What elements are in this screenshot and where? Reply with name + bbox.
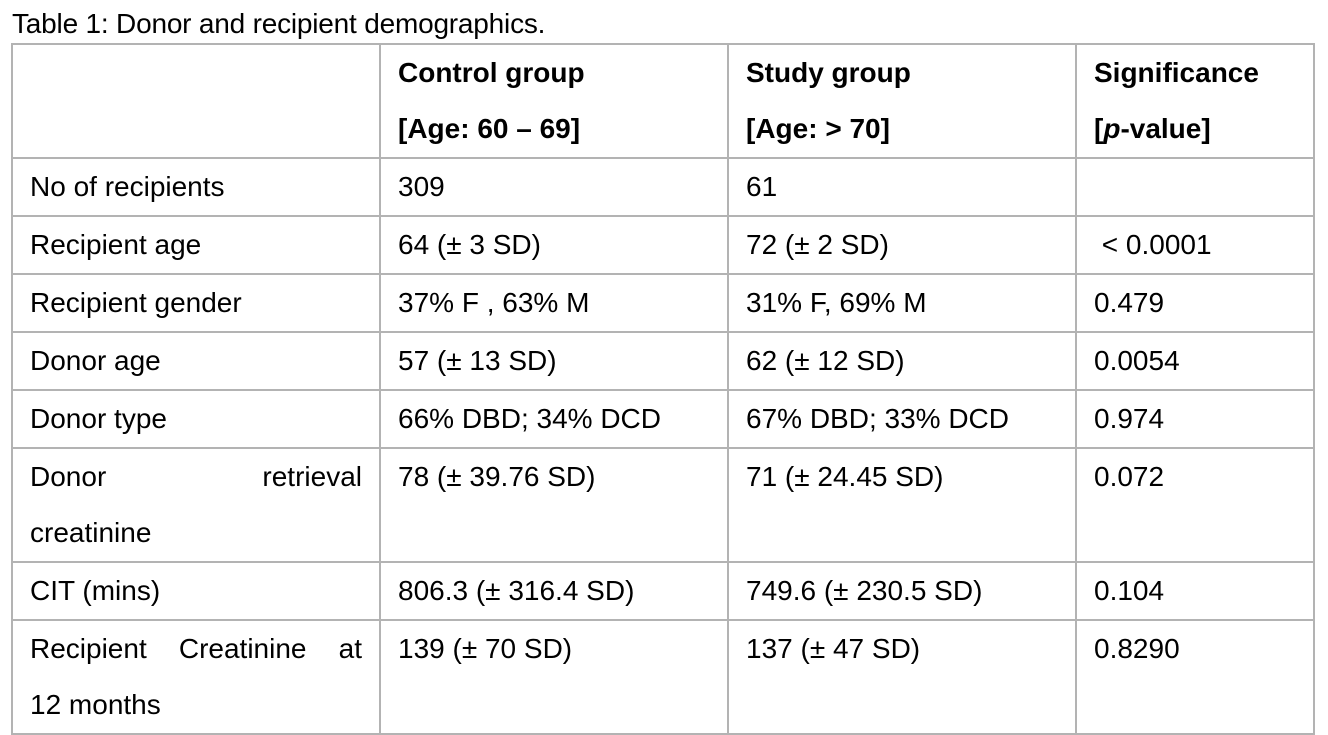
row-label: Recipient gender xyxy=(11,273,381,333)
row-label: CIT (mins) xyxy=(11,561,381,621)
table-row: Recipient Creatinine at 12 months 139 (± 7… xyxy=(11,619,1315,735)
row-label-line-1: Recipient Creatinine at xyxy=(30,633,362,664)
header-significance-pvalue: [p-value] xyxy=(1094,113,1211,144)
row-label: Donor retrieval creatinine xyxy=(11,447,381,563)
row-label-line-2: 12 months xyxy=(30,689,161,720)
header-cell-empty xyxy=(11,43,381,159)
control-value: 806.3 (± 316.4 SD) xyxy=(379,561,729,621)
table-row: Donor type 66% DBD; 34% DCD 67% DBD; 33%… xyxy=(11,389,1315,449)
p-value: 0.104 xyxy=(1075,561,1315,621)
table-row: Donor retrieval creatinine 78 (± 39.76 SD… xyxy=(11,447,1315,563)
study-value: 61 xyxy=(727,157,1077,217)
study-value: 749.6 (± 230.5 SD) xyxy=(727,561,1077,621)
control-value: 139 (± 70 SD) xyxy=(379,619,729,735)
control-value: 37% F , 63% M xyxy=(379,273,729,333)
header-study-title: Study group xyxy=(746,57,911,88)
p-value: < 0.0001 xyxy=(1075,215,1315,275)
row-label: Donor type xyxy=(11,389,381,449)
table-row: Donor age 57 (± 13 SD) 62 (± 12 SD) 0.00… xyxy=(11,331,1315,391)
header-study-age: [Age: > 70] xyxy=(746,113,890,144)
row-label-line-1: Donor retrieval xyxy=(30,461,362,492)
header-significance-title: Significance xyxy=(1094,57,1259,88)
header-control-age: [Age: 60 – 69] xyxy=(398,113,581,144)
row-label: Donor age xyxy=(11,331,381,391)
p-value: 0.0054 xyxy=(1075,331,1315,391)
table-row: Recipient age 64 (± 3 SD) 72 (± 2 SD) < … xyxy=(11,215,1315,275)
table-row: Recipient gender 37% F , 63% M 31% F, 69… xyxy=(11,273,1315,333)
p-value: 0.479 xyxy=(1075,273,1315,333)
study-value: 71 (± 24.45 SD) xyxy=(727,447,1077,563)
study-value: 72 (± 2 SD) xyxy=(727,215,1077,275)
control-value: 66% DBD; 34% DCD xyxy=(379,389,729,449)
table-caption: Table 1: Donor and recipient demographic… xyxy=(12,8,546,39)
header-cell-study: Study group [Age: > 70] xyxy=(727,43,1077,159)
p-value: 0.8290 xyxy=(1075,619,1315,735)
table-row: No of recipients 309 61 xyxy=(11,157,1315,217)
p-value: 0.974 xyxy=(1075,389,1315,449)
header-cell-control: Control group [Age: 60 – 69] xyxy=(379,43,729,159)
control-value: 309 xyxy=(379,157,729,217)
demographics-table: Control group [Age: 60 – 69] Study group… xyxy=(11,43,1315,735)
header-control-title: Control group xyxy=(398,57,585,88)
row-label: No of recipients xyxy=(11,157,381,217)
table-header-row: Control group [Age: 60 – 69] Study group… xyxy=(11,43,1315,159)
control-value: 57 (± 13 SD) xyxy=(379,331,729,391)
table-row: CIT (mins) 806.3 (± 316.4 SD) 749.6 (± 2… xyxy=(11,561,1315,621)
row-label: Recipient Creatinine at 12 months xyxy=(11,619,381,735)
row-label-line-2: creatinine xyxy=(30,517,152,548)
study-value: 67% DBD; 33% DCD xyxy=(727,389,1077,449)
study-value: 137 (± 47 SD) xyxy=(727,619,1077,735)
p-value: 0.072 xyxy=(1075,447,1315,563)
study-value: 31% F, 69% M xyxy=(727,273,1077,333)
p-value xyxy=(1075,157,1315,217)
control-value: 64 (± 3 SD) xyxy=(379,215,729,275)
control-value: 78 (± 39.76 SD) xyxy=(379,447,729,563)
study-value: 62 (± 12 SD) xyxy=(727,331,1077,391)
header-cell-significance: Significance [p-value] xyxy=(1075,43,1315,159)
row-label: Recipient age xyxy=(11,215,381,275)
